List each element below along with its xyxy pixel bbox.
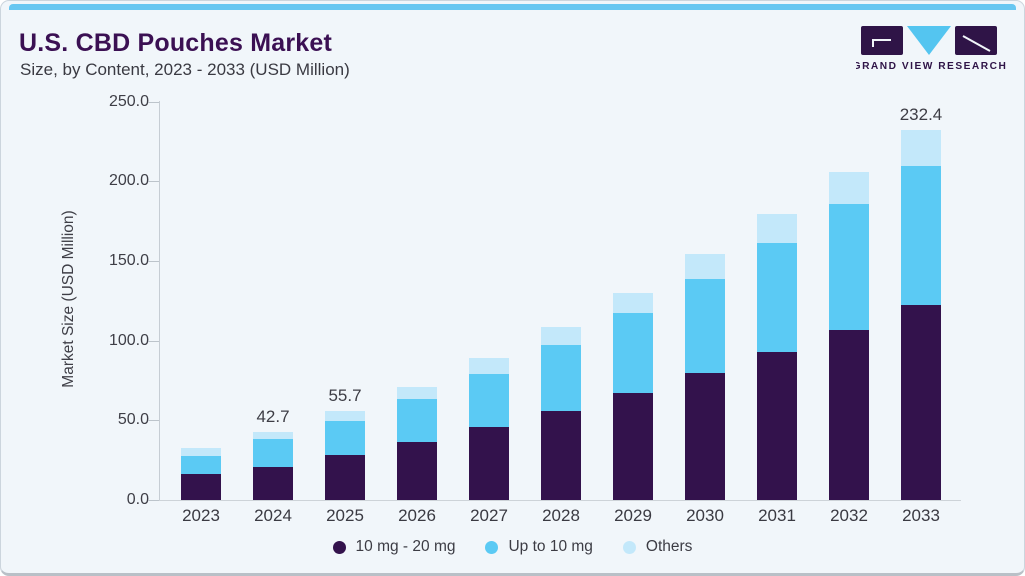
y-tick-label: 0.0	[126, 491, 149, 508]
bar-2033-segment-1	[901, 165, 941, 306]
bar-2026-segment-1	[397, 398, 437, 442]
legend-swatch-others	[622, 540, 636, 554]
bar-2025	[325, 411, 365, 500]
x-tick-label: 2026	[398, 506, 436, 525]
x-axis-line	[159, 500, 961, 501]
x-tick-label: 2023	[182, 506, 220, 525]
bar-2027	[469, 358, 509, 500]
bar-2026-segment-2	[397, 386, 437, 399]
bar-2029-segment-0	[613, 393, 653, 500]
legend-swatch-10mg-20mg	[332, 540, 346, 554]
y-axis-line	[159, 101, 160, 501]
x-tick-label: 2025	[326, 506, 364, 525]
bar-2025-segment-0	[325, 454, 365, 500]
bar-2028-segment-2	[541, 326, 581, 345]
y-tick-label: 200.0	[108, 172, 149, 190]
page-subtitle: Size, by Content, 2023 - 2033 (USD Milli…	[20, 60, 350, 79]
bar-2028	[541, 326, 581, 500]
y-tick-mark	[148, 340, 159, 342]
bar-value-label: 232.4	[899, 104, 943, 124]
bar-2031	[757, 213, 797, 500]
bar-2024-segment-1	[253, 439, 293, 467]
logo-g-glyph	[872, 39, 891, 47]
bar-2029-segment-2	[613, 292, 653, 314]
logo-wordmark: GRAND VIEW RESEARCH	[856, 61, 1007, 72]
bar-2023-segment-2	[181, 448, 221, 457]
bar-2026	[397, 386, 437, 500]
y-tick-label: 250.0	[108, 92, 149, 110]
x-tick-label: 2028	[542, 506, 580, 525]
bar-2031-segment-2	[757, 213, 797, 243]
y-tick-label: 50.0	[117, 411, 149, 429]
bar-2025-segment-2	[325, 411, 365, 421]
legend: 10 mg - 20 mg Up to 10 mg Others	[1, 538, 1024, 556]
legend-label: Others	[645, 538, 693, 555]
bar-2033-segment-2	[901, 129, 941, 166]
bar-2024	[253, 431, 293, 500]
bar-2027-segment-2	[469, 358, 509, 374]
bar-2027-segment-0	[469, 427, 509, 500]
x-tick-label: 2031	[758, 506, 796, 525]
logo-v-triangle	[907, 26, 951, 55]
bar-2023	[181, 448, 221, 500]
bar-2026-segment-0	[397, 441, 437, 500]
bar-2024-segment-2	[253, 431, 293, 440]
bar-2033	[901, 129, 941, 500]
logo-r-block	[955, 26, 997, 55]
bar-2023-segment-0	[181, 474, 221, 500]
bar-2024-segment-0	[253, 466, 293, 500]
y-tick-mark	[148, 101, 159, 103]
y-tick-mark	[148, 420, 159, 422]
bar-2033-segment-0	[901, 305, 941, 500]
bar-2027-segment-1	[469, 373, 509, 428]
bar-2032-segment-0	[829, 329, 869, 500]
legend-swatch-up-to-10mg	[485, 540, 499, 554]
bar-2029-segment-1	[613, 313, 653, 394]
y-axis-title: Market Size (USD Million)	[60, 210, 77, 388]
bar-2030	[685, 254, 725, 500]
legend-item-10mg-20mg: 10 mg - 20 mg	[332, 538, 456, 556]
bar-value-label: 42.7	[256, 406, 290, 426]
legend-label: 10 mg - 20 mg	[355, 538, 456, 555]
x-tick-label: 2033	[902, 506, 940, 525]
y-tick-mark	[148, 181, 159, 183]
bar-2030-segment-1	[685, 278, 725, 373]
x-tick-label: 2032	[830, 506, 868, 525]
y-tick-label: 150.0	[108, 252, 149, 270]
bar-2030-segment-2	[685, 254, 725, 279]
y-tick-mark	[148, 500, 159, 501]
gvr-logo: GRAND VIEW RESEARCH	[856, 26, 1007, 72]
bar-2031-segment-1	[757, 242, 797, 352]
bar-2028-segment-1	[541, 344, 581, 412]
x-tick-label: 2027	[470, 506, 508, 525]
logo-r-glyph	[962, 35, 991, 52]
x-tick-label: 2030	[686, 506, 724, 525]
bar-2032-segment-1	[829, 204, 869, 330]
legend-item-others: Others	[622, 538, 693, 556]
x-tick-label: 2024	[254, 506, 292, 525]
x-tick-label: 2029	[614, 506, 652, 525]
bar-2028-segment-0	[541, 411, 581, 500]
bar-2029	[613, 292, 653, 500]
bar-2030-segment-0	[685, 372, 725, 500]
top-accent-strip	[9, 4, 1016, 10]
page-title: U.S. CBD Pouches Market	[19, 29, 333, 57]
bar-value-label: 55.7	[328, 386, 362, 406]
bar-2025-segment-1	[325, 420, 365, 455]
y-tick-label: 100.0	[108, 331, 149, 349]
bar-2032	[829, 172, 869, 500]
bar-2031-segment-0	[757, 351, 797, 500]
y-tick-mark	[148, 261, 159, 263]
bar-2032-segment-2	[829, 172, 869, 205]
legend-label: Up to 10 mg	[508, 538, 593, 555]
bar-2023-segment-1	[181, 456, 221, 474]
legend-item-up-to-10mg: Up to 10 mg	[485, 538, 593, 556]
